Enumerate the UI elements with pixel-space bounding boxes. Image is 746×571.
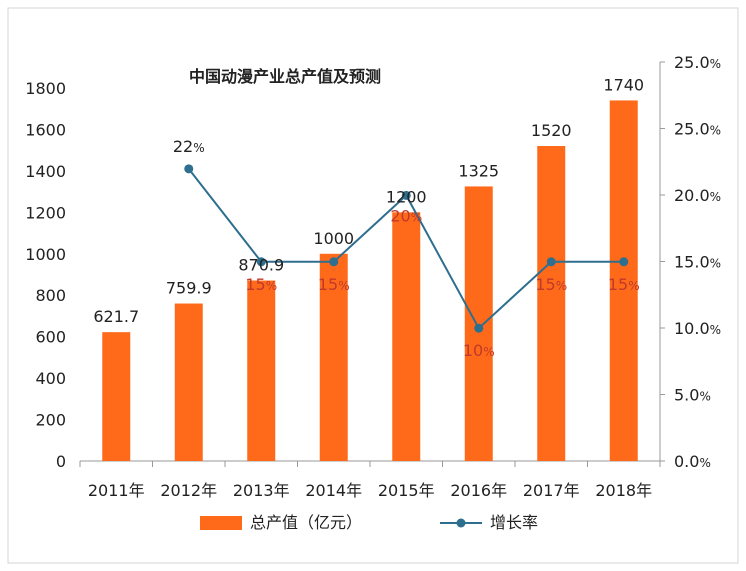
y-left-tick-label: 400: [35, 369, 66, 388]
y-left-tick-label: 600: [35, 328, 66, 347]
y-left-tick-label: 200: [35, 411, 66, 430]
x-tick-label: 2014年: [305, 481, 362, 500]
growth-rate-label: 15%: [318, 275, 350, 294]
legend-line-marker: [456, 518, 466, 528]
x-tick-label: 2012年: [160, 481, 217, 500]
growth-rate-point: [256, 257, 266, 267]
growth-rate-point: [401, 190, 411, 200]
y-right-tick-label: 0.0%: [674, 452, 711, 471]
x-tick-label: 2018年: [595, 481, 652, 500]
y-right-tick-label: 15.0%: [674, 253, 721, 272]
y-left-tick-label: 800: [35, 286, 66, 305]
bar: [392, 212, 421, 461]
growth-rate-label: 15%: [535, 275, 567, 294]
legend-bar-label: 总产值（亿元）: [250, 513, 362, 532]
bar: [174, 303, 203, 461]
y-right-tick-label: 20.0%: [674, 186, 721, 205]
x-tick-label: 2016年: [450, 481, 507, 500]
growth-rate-point: [546, 257, 556, 267]
bar-value-label: 1000: [313, 229, 354, 248]
legend-line-label: 增长率: [490, 513, 538, 532]
growth-rate-point: [184, 164, 194, 174]
bar: [609, 100, 638, 461]
y-left-tick-label: 1800: [25, 79, 66, 98]
bar-value-label: 1325: [458, 161, 499, 180]
growth-rate-label: 20%: [390, 206, 422, 225]
growth-rate-label: 15%: [245, 275, 277, 294]
growth-rate-label: 10%: [463, 341, 495, 360]
line-group: [184, 164, 629, 333]
bar-value-label: 1740: [603, 75, 644, 94]
growth-rate-point: [329, 257, 339, 267]
y-right-tick-label: 5.0%: [674, 386, 711, 405]
legend: 总产值（亿元） 增长率: [200, 513, 538, 532]
bar-value-label: 1520: [531, 121, 572, 140]
growth-rate-point: [474, 323, 484, 333]
y-left-tick-label: 0: [56, 452, 66, 471]
x-tick-label: 2017年: [523, 481, 580, 500]
y-left-tick-label: 1000: [25, 245, 66, 264]
legend-bar-swatch: [200, 516, 242, 530]
bars-group: [102, 100, 638, 462]
bar-value-label: 759.9: [166, 279, 212, 298]
x-tick-label: 2013年: [233, 481, 290, 500]
y-left-tick-label: 1200: [25, 203, 66, 222]
chart-title: 中国动漫产业总产值及预测: [189, 67, 381, 86]
y-right-tick-label: 25.0%: [674, 120, 721, 139]
x-tick-label: 2011年: [88, 481, 145, 500]
growth-rate-point: [619, 257, 629, 267]
bar-value-label: 621.7: [93, 307, 139, 326]
bar: [537, 146, 566, 461]
bar: [102, 332, 131, 461]
growth-rate-label: 15%: [608, 275, 640, 294]
x-tick-label: 2015年: [378, 481, 435, 500]
y-right-tick-label: 25.0%: [674, 53, 721, 72]
bar-value-label: 870.9: [238, 256, 284, 275]
y-right-tick-label: 10.0%: [674, 319, 721, 338]
y-left-tick-label: 1400: [25, 162, 66, 181]
labels-group: 621.7 759.9 870.9 1000 1200 1325 1520 1740 22% 15…: [93, 75, 644, 360]
y-left-tick-label: 1600: [25, 120, 66, 139]
bar: [319, 253, 348, 461]
bar: [247, 280, 276, 461]
bar-value-label: 1200: [386, 187, 427, 206]
growth-rate-label: 22%: [173, 137, 205, 156]
